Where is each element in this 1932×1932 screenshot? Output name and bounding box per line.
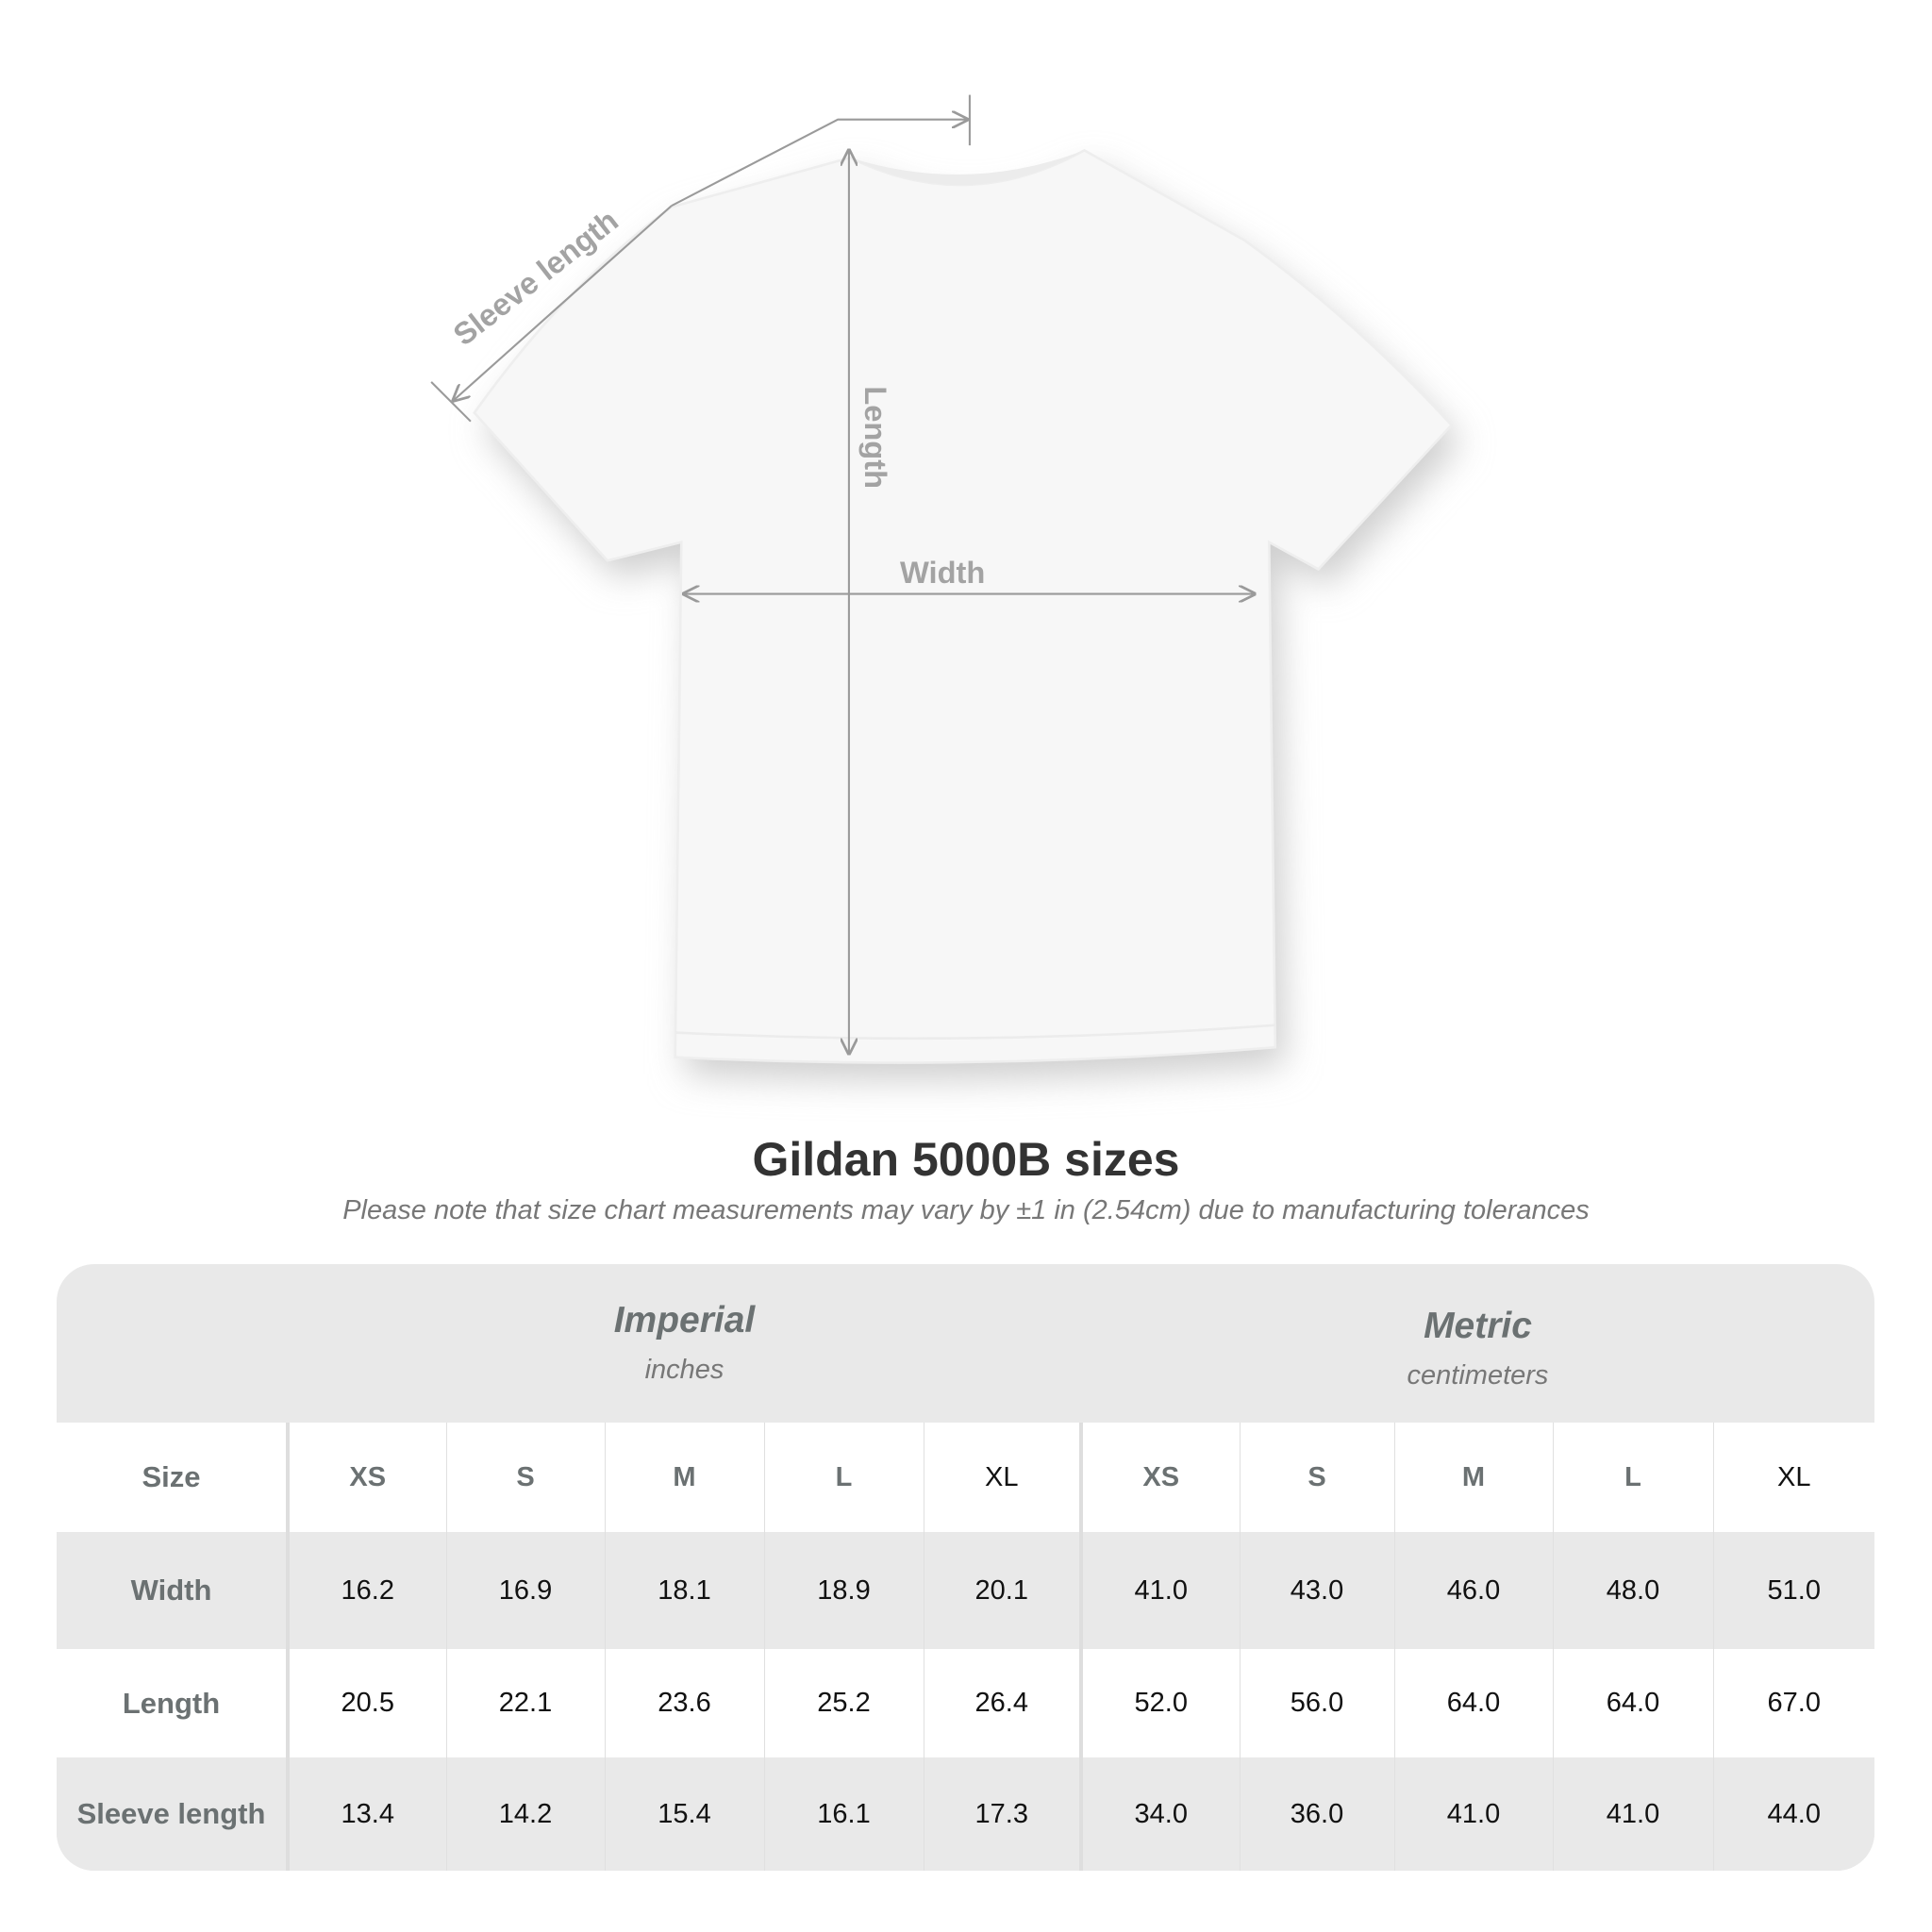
- size-header-imperial-xl: XL: [923, 1423, 1081, 1532]
- table-row: Sleeve length 13.4 14.2 15.4 16.1 17.3 34.0 36.…: [57, 1757, 1874, 1871]
- metric-unit: centimeters: [1407, 1360, 1549, 1391]
- size-header-imperial-m: M: [604, 1423, 764, 1532]
- table-row: Length 20.5 22.1 23.6 25.2 26.4 52.0 56.0 64.0 64…: [57, 1649, 1874, 1757]
- value-cell: 17.3: [923, 1757, 1081, 1871]
- value-cell: 56.0: [1239, 1649, 1394, 1757]
- value-cell: 48.0: [1552, 1532, 1713, 1649]
- size-header-metric-xl: XL: [1712, 1423, 1874, 1532]
- value-cell: 13.4: [287, 1757, 446, 1871]
- sleeve-arrow: [454, 205, 673, 400]
- value-cell: 67.0: [1712, 1649, 1874, 1757]
- tshirt-image: [473, 148, 1462, 1080]
- table-row: Width 16.2 16.9 18.1 18.9 20.1 41.0 43.0 46.0 48.…: [57, 1532, 1874, 1649]
- size-header-metric-s: S: [1239, 1423, 1394, 1532]
- size-header-metric-xs: XS: [1079, 1423, 1240, 1532]
- size-chart-table: Imperial inches Metric centimeters Size X…: [57, 1264, 1874, 1871]
- width-label: Width: [900, 555, 985, 590]
- size-header-row: Size XS S M L XL XS S M L XL: [57, 1423, 1874, 1532]
- value-cell: 26.4: [923, 1649, 1081, 1757]
- value-cell: 25.2: [763, 1649, 924, 1757]
- value-cell: 16.9: [445, 1532, 605, 1649]
- imperial-unit: inches: [644, 1355, 724, 1385]
- length-label: Length: [858, 386, 893, 489]
- value-cell: 16.1: [763, 1757, 924, 1871]
- value-cell: 20.5: [287, 1649, 446, 1757]
- value-cell: 64.0: [1393, 1649, 1553, 1757]
- row-label: Sleeve length: [57, 1757, 290, 1871]
- value-cell: 16.2: [287, 1532, 446, 1649]
- size-header-metric-m: M: [1393, 1423, 1553, 1532]
- value-cell: 41.0: [1079, 1532, 1240, 1649]
- value-cell: 43.0: [1239, 1532, 1394, 1649]
- value-cell: 36.0: [1239, 1757, 1394, 1871]
- size-header-imperial-xs: XS: [287, 1423, 446, 1532]
- value-cell: 14.2: [445, 1757, 605, 1871]
- row-label: Width: [57, 1532, 290, 1649]
- value-cell: 22.1: [445, 1649, 605, 1757]
- imperial-header: Imperial inches: [288, 1264, 1081, 1423]
- value-cell: 41.0: [1393, 1757, 1553, 1871]
- value-cell: 46.0: [1393, 1532, 1553, 1649]
- size-header-imperial-l: L: [763, 1423, 924, 1532]
- tolerance-note: Please note that size chart measurements…: [342, 1195, 1590, 1225]
- page-title: Gildan 5000B sizes: [752, 1133, 1180, 1186]
- size-table: Size XS S M L XL XS S M L XL Width 16.2 16.9 18.1 18.9 2…: [57, 1423, 1874, 1871]
- size-header-metric-l: L: [1552, 1423, 1713, 1532]
- value-cell: 34.0: [1079, 1757, 1240, 1871]
- value-cell: 44.0: [1712, 1757, 1874, 1871]
- measurement-arrows: [430, 94, 1254, 1054]
- value-cell: 41.0: [1552, 1757, 1713, 1871]
- value-cell: 20.1: [923, 1532, 1081, 1649]
- size-label: Size: [57, 1423, 290, 1532]
- value-cell: 18.9: [763, 1532, 924, 1649]
- value-cell: 51.0: [1712, 1532, 1874, 1649]
- value-cell: 23.6: [604, 1649, 764, 1757]
- row-label: Length: [57, 1649, 290, 1757]
- imperial-title: Imperial: [613, 1300, 756, 1341]
- metric-header: Metric centimeters: [1081, 1270, 1874, 1428]
- size-header-imperial-s: S: [445, 1423, 605, 1532]
- value-cell: 64.0: [1552, 1649, 1713, 1757]
- value-cell: 15.4: [604, 1757, 764, 1871]
- value-cell: 18.1: [604, 1532, 764, 1649]
- value-cell: 52.0: [1079, 1649, 1240, 1757]
- metric-title: Metric: [1424, 1306, 1532, 1346]
